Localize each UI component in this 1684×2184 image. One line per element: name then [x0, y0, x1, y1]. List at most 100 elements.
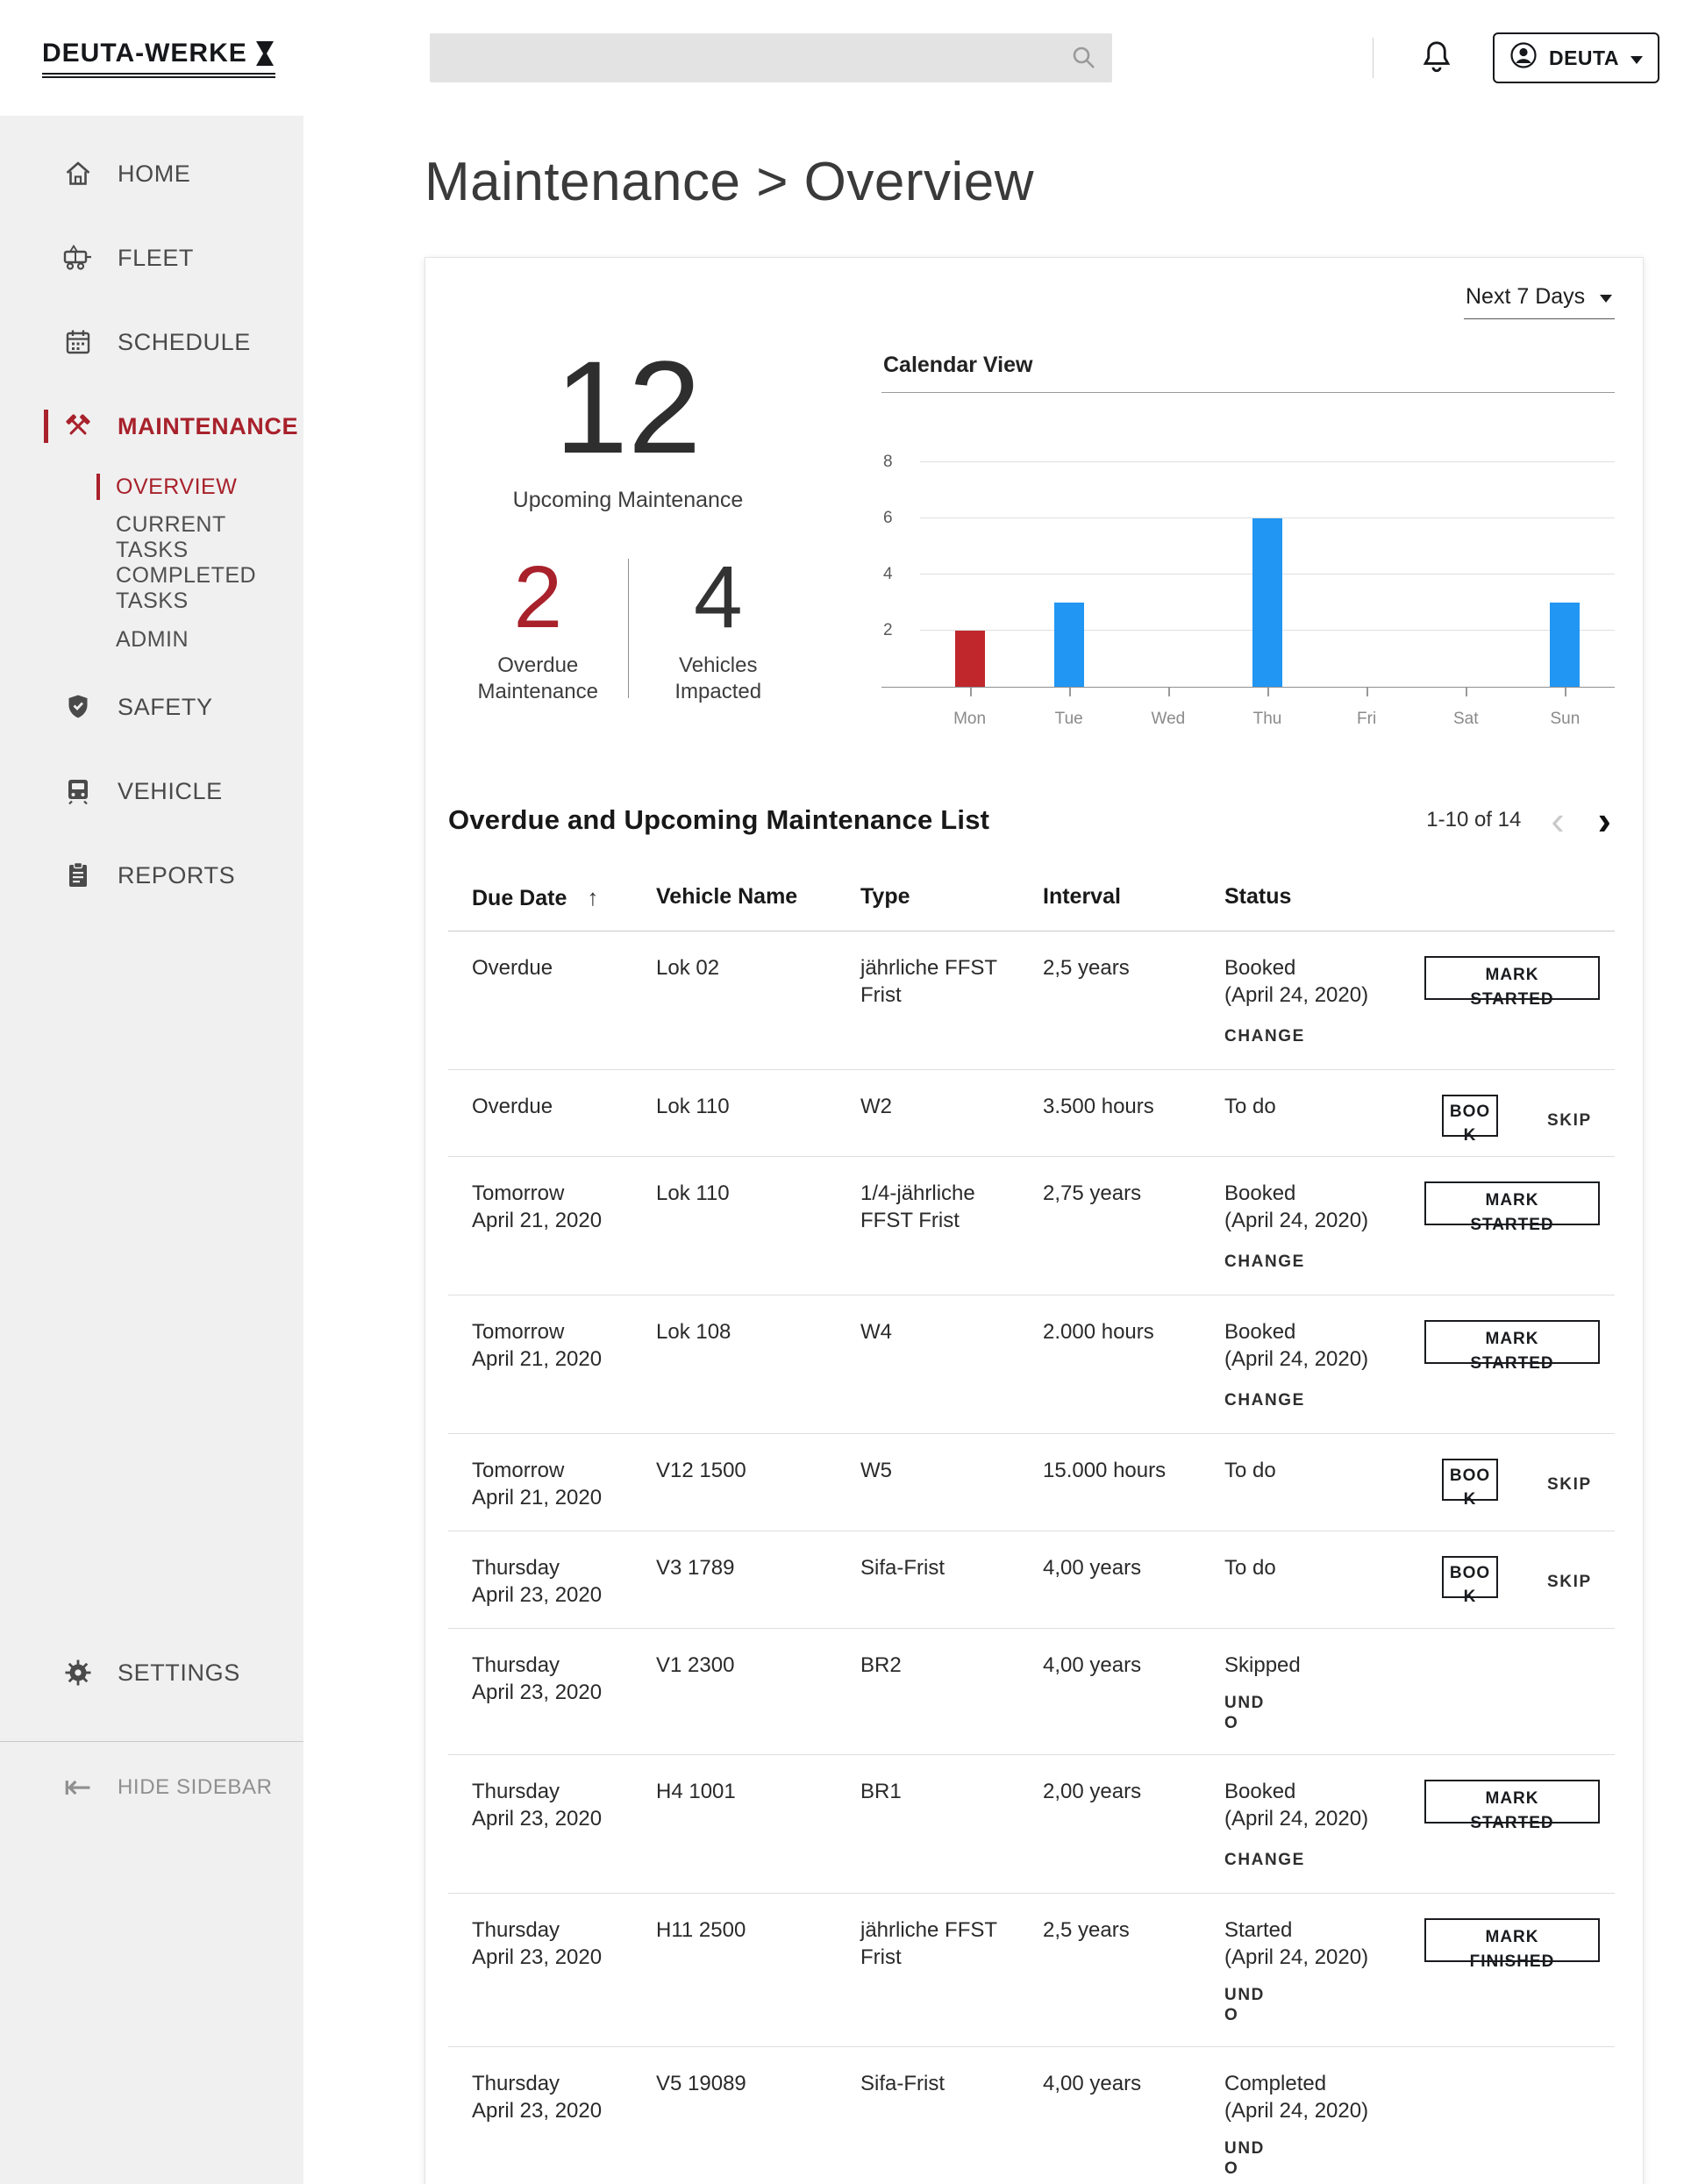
axis-tick: [1466, 688, 1468, 696]
column-header-interval[interactable]: Interval: [1043, 884, 1121, 909]
action-button[interactable]: BOOK: [1442, 1095, 1498, 1145]
notifications-button[interactable]: [1419, 39, 1454, 77]
column-header-due-date[interactable]: Due Date ↑: [472, 884, 599, 910]
interval: 4,00 years: [1043, 1556, 1142, 1580]
x-axis-label: Mon: [953, 710, 987, 728]
sidebar: HOME FLEET SCHEDULE MAINTENANCE: [0, 116, 303, 2184]
sidebar-item-schedule[interactable]: SCHEDULE: [0, 300, 303, 384]
table-row: Thursday April 23, 2020 V3 1789 Sifa-Fri…: [448, 1531, 1615, 1629]
sidebar-subitem-current-tasks[interactable]: CURRENT TASKS: [0, 512, 303, 563]
sidebar-item-reports[interactable]: REPORTS: [0, 833, 303, 917]
vehicle-name: Lok 110: [656, 1181, 730, 1205]
action-button[interactable]: MARK STARTED: [1424, 1181, 1600, 1234]
sort-ascending-icon[interactable]: ↑: [587, 884, 599, 910]
vehicle-name: Lok 110: [656, 1095, 730, 1118]
vehicle-name: Lok 108: [656, 1320, 731, 1344]
sidebar-item-settings[interactable]: SETTINGS: [0, 1631, 303, 1715]
vehicles-count: 4: [693, 547, 743, 646]
hide-sidebar-button[interactable]: ⇤ HIDE SIDEBAR: [0, 1751, 303, 1824]
vehicle-name: V1 2300: [656, 1653, 735, 1677]
logo[interactable]: DEUTA-WERKE: [42, 39, 275, 78]
skip-link[interactable]: SKIP: [1547, 1111, 1592, 1130]
maintenance-type: 1/4-jährliche FFST Frist: [860, 1181, 975, 1232]
axis-tick: [1366, 688, 1369, 696]
sidebar-item-fleet[interactable]: FLEET: [0, 216, 303, 300]
vehicle-name: V12 1500: [656, 1459, 746, 1482]
status-text: To do: [1224, 1556, 1276, 1580]
sidebar-item-label: FLEET: [118, 244, 195, 271]
range-selector[interactable]: Next 7 Days: [1464, 284, 1615, 319]
maintenance-icon: [61, 410, 95, 442]
fleet-icon: [61, 243, 95, 273]
status-text: Booked: [1224, 1780, 1296, 1803]
search-input[interactable]: [430, 33, 1112, 82]
maintenance-table: Due Date ↑ Vehicle Name Type Interval St…: [448, 865, 1615, 2184]
vehicle-name: V3 1789: [656, 1556, 735, 1580]
table-row: Thursday April 23, 2020 V5 19089 Sifa-Fr…: [448, 2047, 1615, 2184]
sidebar-subitem-label: OVERVIEW: [116, 474, 238, 499]
sidebar-item-label: SCHEDULE: [118, 328, 251, 355]
interval: 3.500 hours: [1043, 1095, 1154, 1118]
column-header-vehicle-name[interactable]: Vehicle Name: [656, 884, 798, 909]
table-row: Overdue Lok 02 jährliche FFST Frist 2,5 …: [448, 931, 1615, 1070]
action-button[interactable]: BOOK: [1442, 1459, 1498, 1509]
pagination-prev-button[interactable]: ‹: [1547, 800, 1567, 840]
status-link[interactable]: CHANGE: [1224, 1851, 1305, 1869]
pagination-label: 1-10 of 14: [1426, 808, 1522, 831]
logo-row: DEUTA-WERKE: [42, 39, 275, 78]
pagination-next-button[interactable]: ›: [1595, 800, 1615, 840]
upcoming-label: Upcoming Maintenance: [512, 487, 744, 512]
bar-sun: [1550, 603, 1581, 687]
status-date: (April 24, 2020): [1224, 1807, 1369, 1831]
breadcrumb: Maintenance > Overview: [425, 152, 1035, 212]
stat-divider: [627, 558, 629, 698]
status-link[interactable]: CHANGE: [1224, 1391, 1305, 1410]
action-button[interactable]: MARK STARTED: [1424, 1320, 1600, 1373]
maintenance-type: Sifa-Frist: [860, 2072, 945, 2095]
due-date: Overdue: [472, 956, 553, 980]
table-header-row: Due Date ↑ Vehicle Name Type Interval St…: [448, 865, 1615, 931]
status-link[interactable]: UNDO: [1224, 1694, 1265, 1732]
status-text: Booked: [1224, 1181, 1296, 1205]
action-button[interactable]: MARK STARTED: [1424, 956, 1600, 1009]
x-axis-label: Tue: [1054, 710, 1083, 728]
overdue-stat: 2 Overdue Maintenance: [448, 551, 628, 705]
table-row: Tomorrow April 21, 2020 V12 1500 W5 15.0…: [448, 1434, 1615, 1531]
sidebar-item-home[interactable]: HOME: [0, 132, 303, 216]
column-header-status[interactable]: Status: [1224, 884, 1292, 909]
bell-icon: [1419, 41, 1454, 80]
sidebar-subitem-label: COMPLETED TASKS: [116, 563, 257, 613]
table-row: Thursday April 23, 2020 V1 2300 BR2 4,00…: [448, 1629, 1615, 1755]
action-button[interactable]: BOOK: [1442, 1556, 1498, 1606]
maintenance-type: W5: [860, 1459, 892, 1482]
sidebar-bottom: SETTINGS ⇤ HIDE SIDEBAR: [0, 1631, 303, 1824]
overdue-label: Overdue Maintenance: [477, 653, 598, 703]
top-bar: DEUTA-WERKE DEUTA: [0, 0, 1684, 116]
status-date: (April 24, 2020): [1224, 983, 1369, 1007]
sidebar-subitem-completed-tasks[interactable]: COMPLETED TASKS: [0, 563, 303, 614]
y-axis-label: 6: [883, 509, 893, 527]
status-link[interactable]: UNDO: [1224, 2139, 1265, 2178]
due-date: Thursday: [472, 2072, 560, 2095]
sidebar-subitem-admin[interactable]: ADMIN: [0, 614, 303, 665]
main-content: Maintenance > Overview Next 7 Days 12 Up…: [303, 116, 1684, 2184]
sidebar-subitem-overview[interactable]: OVERVIEW: [0, 461, 303, 512]
user-menu-button[interactable]: DEUTA: [1492, 32, 1659, 83]
action-button[interactable]: MARK STARTED: [1424, 1780, 1600, 1832]
status-link[interactable]: CHANGE: [1224, 1027, 1305, 1046]
skip-link[interactable]: SKIP: [1547, 1573, 1592, 1591]
due-date: Thursday: [472, 1918, 560, 1942]
column-header-type[interactable]: Type: [860, 884, 910, 909]
active-indicator: [96, 474, 100, 500]
action-button[interactable]: MARK FINISHED: [1424, 1918, 1600, 1971]
sidebar-item-vehicle[interactable]: VEHICLE: [0, 749, 303, 833]
maintenance-type: BR2: [860, 1653, 902, 1677]
status-link[interactable]: CHANGE: [1224, 1253, 1305, 1271]
sidebar-item-safety[interactable]: SAFETY: [0, 665, 303, 749]
status-date: (April 24, 2020): [1224, 2099, 1369, 2123]
skip-link[interactable]: SKIP: [1547, 1475, 1592, 1494]
status-link[interactable]: UNDO: [1224, 1986, 1265, 2024]
sidebar-item-maintenance[interactable]: MAINTENANCE: [0, 384, 303, 468]
hide-sidebar-label: HIDE SIDEBAR: [118, 1775, 273, 1799]
